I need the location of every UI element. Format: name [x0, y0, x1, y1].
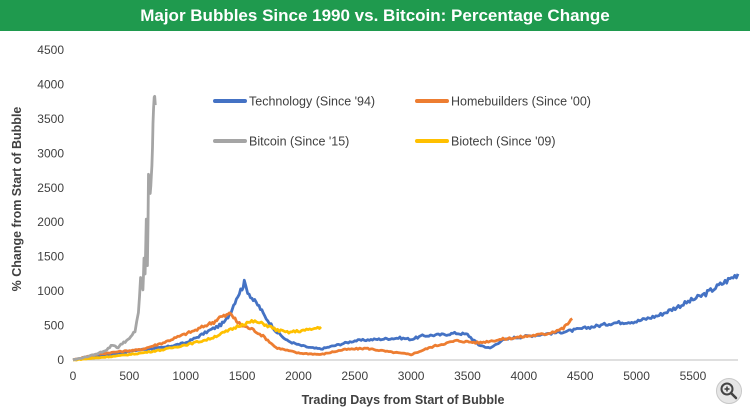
x-tick-label: 5500: [680, 369, 707, 383]
x-tick-label: 500: [119, 369, 139, 383]
title-bar: Major Bubbles Since 1990 vs. Bitcoin: Pe…: [0, 0, 750, 31]
chart: 0 500 1000 1500 2000 2500 3000 3500 4000 4500 0 500…: [10, 43, 740, 407]
magnifier-icon: [720, 382, 738, 400]
x-tick-label: 4500: [567, 369, 594, 383]
y-axis-title: % Change from Start of Bubble: [10, 107, 24, 292]
series-layer: [72, 94, 740, 362]
x-tick-label: 5000: [623, 369, 650, 383]
x-tick-label: 2500: [341, 369, 368, 383]
legend: Technology (Since '94) Homebuilders (Sinc…: [213, 95, 591, 149]
legend-label-0: Technology (Since '94): [249, 95, 375, 109]
y-tick-label: 1000: [37, 284, 64, 298]
y-tick-label: 2500: [37, 181, 64, 195]
x-tick-label: 4000: [510, 369, 537, 383]
chart-title: Major Bubbles Since 1990 vs. Bitcoin: Pe…: [140, 5, 610, 25]
x-tick-label: 1500: [229, 369, 256, 383]
legend-label-3: Biotech (Since '09): [451, 135, 556, 149]
x-axis-title: Trading Days from Start of Bubble: [302, 393, 505, 407]
series-line-3: [72, 319, 322, 362]
y-tick-label: 500: [44, 319, 64, 333]
series-line-1: [72, 311, 574, 362]
legend-label-2: Bitcoin (Since '15): [249, 135, 349, 149]
x-tick-label: 1000: [172, 369, 199, 383]
y-tick-label: 4500: [37, 43, 64, 57]
y-tick-label: 0: [57, 353, 64, 367]
y-tick-label: 2000: [37, 215, 64, 229]
y-tick-label: 3000: [37, 146, 64, 160]
x-tick-label: 2000: [285, 369, 312, 383]
zoom-button[interactable]: [716, 378, 742, 404]
legend-label-1: Homebuilders (Since '00): [451, 95, 591, 109]
x-tick-label: 3000: [398, 369, 425, 383]
series-line-2: [72, 94, 157, 362]
y-tick-label: 1500: [37, 250, 64, 264]
x-tick-label: 0: [70, 369, 77, 383]
y-tick-label: 4000: [37, 77, 64, 91]
y-tick-label: 3500: [37, 112, 64, 126]
series-line-0: [72, 273, 740, 362]
x-tick-label: 3500: [454, 369, 481, 383]
axes: 0 500 1000 1500 2000 2500 3000 3500 4000 4500 0 500…: [37, 43, 738, 383]
